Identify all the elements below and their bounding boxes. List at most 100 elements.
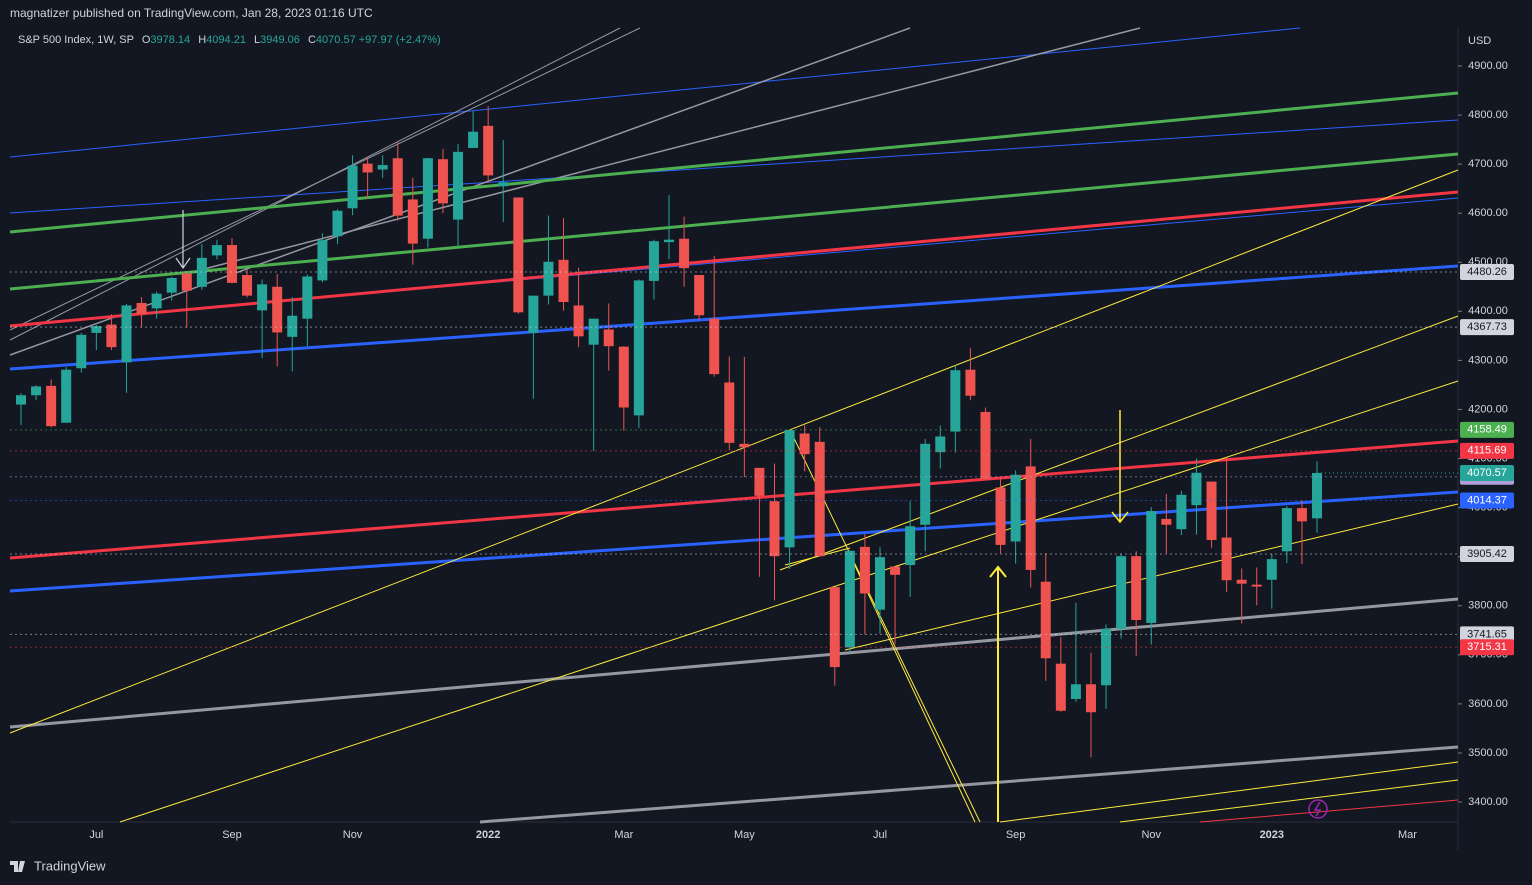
price-level-label: 3741.65: [1467, 628, 1507, 640]
candle-body: [91, 326, 102, 333]
legend-value: 3978.14: [150, 34, 191, 46]
candle-body: [724, 382, 735, 443]
candle-body: [31, 386, 42, 396]
candle-body: [377, 165, 388, 170]
candle-body: [543, 261, 554, 296]
candle-body: [257, 284, 268, 311]
candle-body: [16, 395, 26, 405]
x-tick-label: 2023: [1260, 829, 1284, 841]
last-price-label: 4070.57: [1467, 467, 1507, 479]
header: magnatizer published on TradingView.com,…: [10, 6, 373, 20]
price-level-box: [1460, 263, 1514, 280]
candle-body: [679, 238, 690, 269]
legend: S&P 500 Index, 1W, SP O3978.14 H4094.21 …: [18, 34, 441, 46]
legend-value: 4070.57: [315, 34, 356, 46]
candle-body: [799, 433, 810, 455]
candle-body: [392, 158, 403, 216]
candle-body: [1266, 559, 1277, 580]
legend-value: 3949.06: [260, 34, 300, 46]
y-tick-label: 4600.00: [1468, 207, 1508, 219]
candle-body: [287, 315, 298, 337]
candle-body: [890, 566, 901, 575]
x-tick-label: Jul: [89, 829, 103, 841]
candle-body: [332, 210, 343, 237]
candle-body: [874, 557, 885, 610]
candle-body: [1206, 481, 1217, 540]
candle-body: [1251, 584, 1262, 587]
candle-body: [754, 467, 765, 496]
price-level-label: 3715.31: [1467, 641, 1507, 653]
y-tick-label: 4700.00: [1468, 158, 1508, 170]
legend-key: H: [198, 34, 207, 46]
candle-body: [1146, 511, 1157, 623]
y-tick-label: 4800.00: [1468, 109, 1508, 121]
candle-body: [739, 443, 750, 448]
candle-body: [106, 324, 117, 348]
candle-body: [558, 259, 569, 303]
candle-body: [1116, 556, 1127, 629]
candle-body: [588, 318, 599, 345]
candle-body: [784, 430, 795, 548]
candle-body: [633, 280, 644, 416]
candle-body: [121, 305, 132, 363]
candle-body: [437, 159, 448, 204]
candle-body: [483, 125, 494, 176]
candle-body: [920, 443, 931, 525]
candle-body: [859, 546, 870, 594]
candle-body: [694, 275, 705, 316]
candle-body: [317, 240, 328, 281]
candle-body: [1040, 581, 1051, 659]
footer: TradingView: [34, 858, 106, 873]
y-tick-label: 4400.00: [1468, 305, 1508, 317]
candle-body: [1055, 663, 1066, 711]
price-level-label: 3905.42: [1467, 548, 1507, 560]
candle-body: [347, 165, 358, 209]
price-level-box: [1460, 639, 1514, 656]
price-level-box: [1460, 442, 1514, 459]
candle-body: [950, 370, 961, 432]
candle-body: [468, 131, 479, 148]
candle-body: [995, 487, 1006, 545]
candle-body: [136, 302, 147, 314]
price-level-label: 4115.69: [1468, 445, 1507, 457]
candle-body: [226, 245, 237, 283]
candle-body: [166, 277, 177, 293]
y-tick-label: 3500.00: [1468, 747, 1508, 759]
legend-key: L: [254, 34, 261, 46]
price-level-box: [1460, 319, 1514, 336]
candle-body: [829, 587, 840, 668]
candle-body: [814, 441, 825, 557]
candle-body: [1176, 494, 1187, 530]
candle-body: [1010, 474, 1021, 542]
candle-body: [151, 293, 162, 309]
candle-body: [709, 318, 720, 375]
candle-body: [46, 385, 57, 427]
candle-body: [407, 199, 418, 244]
y-tick-label: 3800.00: [1468, 600, 1508, 612]
candle-body: [76, 334, 87, 369]
price-level-label: 4367.73: [1467, 321, 1507, 333]
legend-title: S&P 500 Index, 1W, SP: [18, 34, 134, 46]
currency: USD: [1468, 35, 1491, 47]
x-tick-label: May: [734, 829, 755, 841]
candle-body: [1221, 537, 1232, 581]
price-level-box: [1460, 421, 1514, 438]
x-tick-label: Sep: [1006, 829, 1026, 841]
candle-body: [453, 151, 464, 220]
logo: [10, 861, 25, 872]
candle-body: [302, 276, 313, 319]
candle-body: [422, 158, 433, 239]
legend-change: +97.97 (+2.47%): [358, 34, 441, 46]
candle-body: [769, 501, 780, 557]
candle-body: [603, 329, 614, 347]
candle-body: [61, 369, 72, 423]
candle-body: [362, 163, 373, 173]
x-tick-label: 2022: [476, 829, 500, 841]
candle-body: [618, 346, 629, 408]
candle-body: [1085, 684, 1096, 713]
x-tick-label: Nov: [1141, 829, 1161, 841]
candle-body: [664, 239, 675, 243]
trend-lines: [9, 27, 1459, 824]
